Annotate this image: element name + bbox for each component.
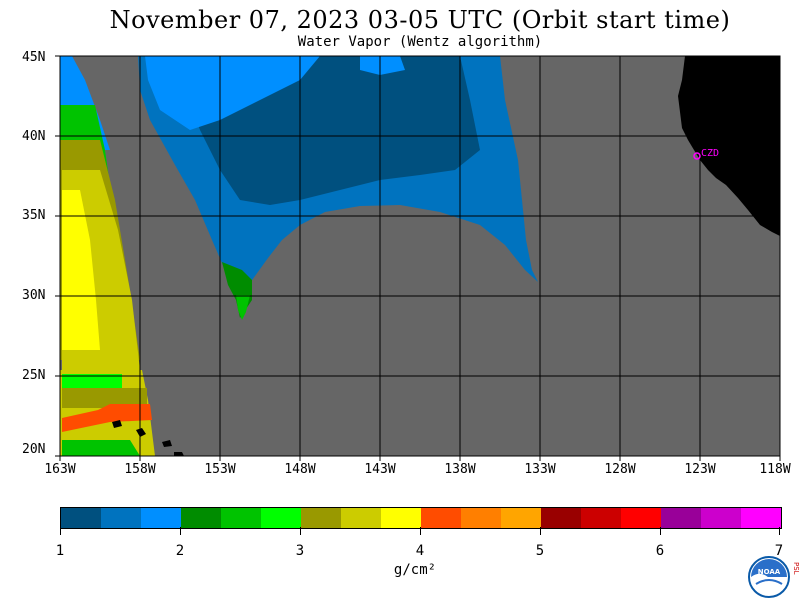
- swath-west-band-green: [62, 374, 122, 388]
- swath-west-green-low: [62, 440, 140, 456]
- colorbar-segment: [261, 508, 301, 528]
- logo-text: NOAA: [758, 568, 781, 576]
- swath-west-orange: [62, 404, 152, 432]
- psl-text: PSL: [792, 562, 800, 577]
- lat-label-25n: 25N: [22, 368, 46, 383]
- lat-label-20n: 20N: [22, 442, 46, 457]
- colorbar-unit: g/cm²: [393, 562, 437, 578]
- colorbar-label-6: 6: [655, 543, 665, 559]
- lon-label-158w: 158W: [124, 462, 156, 477]
- colorbar-segment: [101, 508, 141, 528]
- colorbar-segment: [421, 508, 461, 528]
- axis-ticks: [55, 55, 781, 461]
- lat-label-35n: 35N: [22, 208, 46, 223]
- lat-label-40n: 40N: [22, 129, 46, 144]
- swath-central-light: [145, 56, 320, 130]
- lon-label-133w: 133W: [524, 462, 556, 477]
- station-label: CZD: [701, 148, 719, 159]
- colorbar-segment: [541, 508, 581, 528]
- psl-label: PSL: [792, 562, 800, 575]
- colorbar-label-7: 7: [774, 543, 784, 559]
- colorbar-label-5: 5: [535, 543, 545, 559]
- lat-label-30n: 30N: [22, 288, 46, 303]
- station-marker: [693, 152, 701, 160]
- page-subtitle: Water Vapor (Wentz algorithm): [297, 34, 543, 50]
- colorbar-tick: [420, 527, 421, 535]
- colorbar-segment: [501, 508, 541, 528]
- colorbar-segment: [461, 508, 501, 528]
- colorbar-label-2: 2: [175, 543, 185, 559]
- colorbar-segment: [741, 508, 781, 528]
- lat-gridlines: [60, 135, 780, 377]
- colorbar-segment: [661, 508, 701, 528]
- lon-label-118w: 118W: [759, 462, 791, 477]
- map-frame: [59, 55, 781, 457]
- colorbar-tick: [660, 527, 661, 535]
- lon-label-148w: 148W: [284, 462, 316, 477]
- colorbar-label-1: 1: [55, 543, 65, 559]
- colorbar-tick: [60, 527, 61, 535]
- colorbar-tick: [180, 527, 181, 535]
- lon-label-163w: 163W: [44, 462, 76, 477]
- colorbar-segment: [221, 508, 261, 528]
- colorbar-tick: [779, 527, 780, 535]
- colorbar-segment: [621, 508, 661, 528]
- colorbar-segment: [341, 508, 381, 528]
- lon-label-153w: 153W: [204, 462, 236, 477]
- lon-label-123w: 123W: [684, 462, 716, 477]
- swath-west-band-olive: [62, 388, 147, 408]
- colorbar-label-3: 3: [295, 543, 305, 559]
- lon-label-143w: 143W: [364, 462, 396, 477]
- hawaii-islands: [112, 420, 184, 456]
- california-coast-land: [678, 56, 780, 236]
- colorbar-segment: [701, 508, 741, 528]
- swath-central-light-2: [360, 56, 405, 75]
- colorbar-segment: [381, 508, 421, 528]
- colorbar-segment: [61, 508, 101, 528]
- lat-label-45n: 45N: [22, 50, 46, 65]
- lon-label-128w: 128W: [604, 462, 636, 477]
- colorbar-segment: [141, 508, 181, 528]
- swath-central-green-bright: [236, 295, 250, 320]
- colorbar-segment: [181, 508, 221, 528]
- colorbar-segment: [581, 508, 621, 528]
- colorbar-segment: [301, 508, 341, 528]
- colorbar-tick: [540, 527, 541, 535]
- data-swath-central: [138, 56, 538, 320]
- swath-west-yellow: [62, 190, 100, 350]
- noaa-logo-icon: NOAA: [748, 556, 790, 598]
- colorbar: [60, 507, 782, 529]
- data-swath-west: [60, 56, 155, 456]
- colorbar-label-4: 4: [415, 543, 425, 559]
- page-title: November 07, 2023 03-05 UTC (Orbit start…: [109, 6, 731, 34]
- lon-label-138w: 138W: [444, 462, 476, 477]
- lon-gridlines: [139, 56, 701, 456]
- colorbar-tick: [300, 527, 301, 535]
